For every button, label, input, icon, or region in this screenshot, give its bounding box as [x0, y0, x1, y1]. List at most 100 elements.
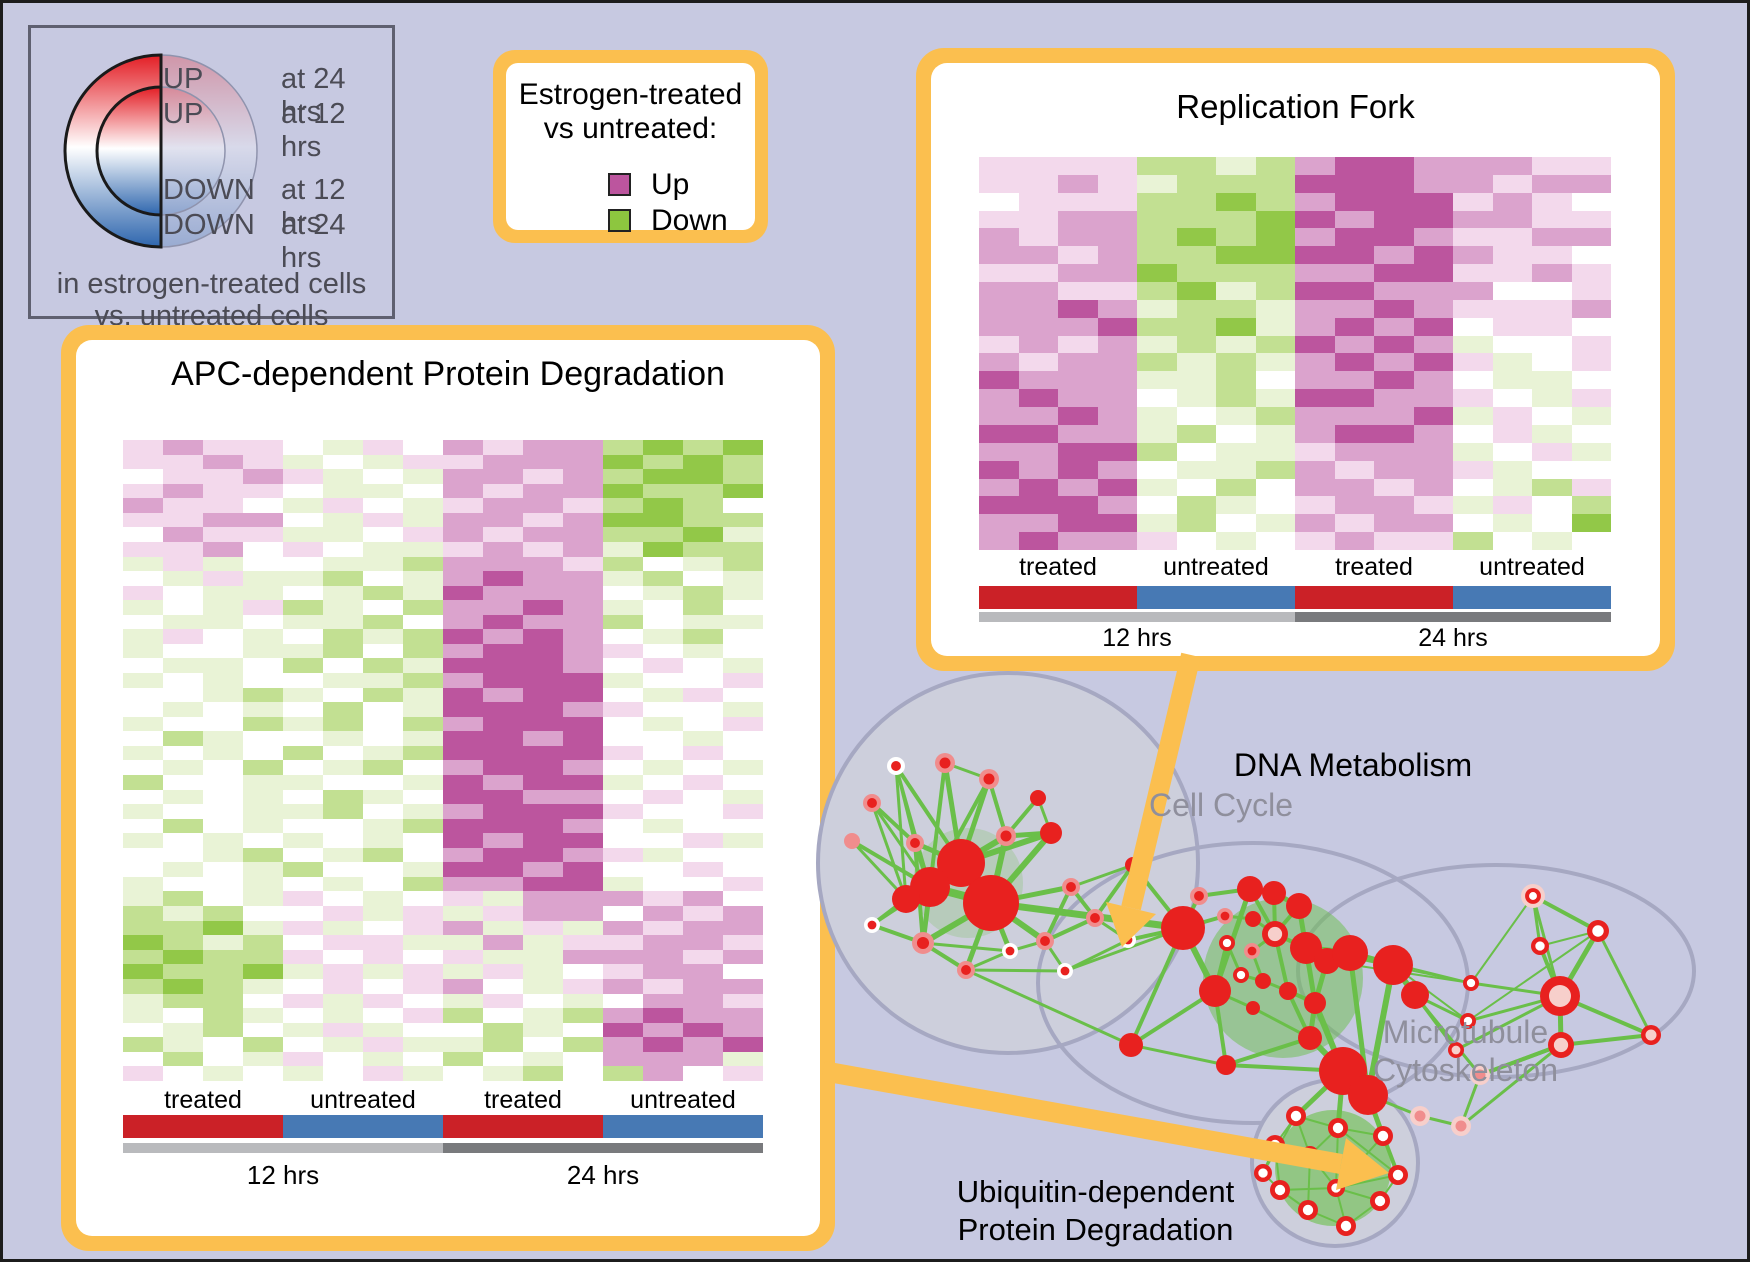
- heatmap-cell: [1255, 335, 1295, 354]
- heatmap-cell: [123, 585, 163, 601]
- heatmap-cell: [1453, 335, 1493, 354]
- network-node: [1314, 948, 1340, 974]
- heatmap-cell: [979, 192, 1019, 211]
- heatmap-cell: [563, 1022, 603, 1038]
- heatmap-cell: [403, 614, 443, 630]
- heatmap-cell: [979, 496, 1019, 515]
- network-node: [1245, 911, 1261, 927]
- network-edge: [1470, 981, 1561, 998]
- heatmap-cell: [1492, 174, 1532, 193]
- heatmap-cell: [283, 760, 323, 775]
- network-node: [996, 826, 1016, 846]
- heatmap-cell: [283, 876, 323, 892]
- heatmap-cell: [643, 993, 683, 1009]
- heatmap-cell: [243, 774, 283, 790]
- heatmap-cell: [483, 789, 523, 805]
- heatmap-cell: [1334, 264, 1374, 283]
- heatmap-cell: [1137, 496, 1177, 515]
- heatmap-cell: [523, 483, 563, 499]
- heatmap-cell: [243, 629, 283, 644]
- heatmap-cell: [363, 1037, 403, 1052]
- network-edge: [1304, 945, 1329, 964]
- heatmap-cell: [1413, 264, 1453, 283]
- heatmap-cell: [163, 1051, 203, 1067]
- heatmap-cell: [683, 702, 723, 717]
- heatmap-cell: [163, 745, 203, 761]
- heatmap-cell: [443, 760, 483, 775]
- heatmap-cell: [1532, 210, 1572, 229]
- heatmap-cell: [283, 687, 323, 703]
- heatmap-cell: [243, 978, 283, 994]
- heatmap-cell: [483, 498, 523, 513]
- heatmap-cell: [1413, 478, 1453, 497]
- network-node: [1410, 1106, 1430, 1126]
- heatmap-cell: [203, 978, 243, 994]
- heatmap-cell: [443, 1022, 483, 1038]
- network-edge: [1272, 892, 1277, 935]
- heatmap-cell: [363, 862, 403, 877]
- heatmap-cell: [243, 1022, 283, 1038]
- network-node: [1255, 973, 1271, 989]
- heatmap-cell: [643, 847, 683, 863]
- gradient-legend-box: UP at 24 hrs UP at 12 hrs DOWN at 12 hrs…: [28, 25, 395, 332]
- heatmap-cell: [243, 702, 283, 717]
- network-edge: [1225, 942, 1243, 976]
- heatmap-cell: [979, 335, 1019, 354]
- heatmap-cell: [1097, 335, 1137, 354]
- network-node: [1237, 876, 1263, 902]
- network-edge: [1251, 932, 1276, 953]
- heatmap-cell: [1018, 353, 1058, 372]
- network-edge: [870, 801, 917, 845]
- network-node: [1219, 935, 1235, 951]
- heatmap-cell: [1097, 389, 1137, 408]
- heatmap-cell: [243, 541, 283, 557]
- heatmap-cell: [683, 891, 723, 907]
- network-node: [1057, 963, 1073, 979]
- heatmap-cell: [643, 891, 683, 907]
- network-edge: [1093, 863, 1135, 920]
- heatmap-cell: [483, 658, 523, 673]
- heatmap-cell: [1334, 282, 1374, 300]
- network-edge: [927, 859, 964, 891]
- network-node: [891, 761, 901, 771]
- heatmap-cell: [603, 789, 643, 805]
- heatmap-cell: [683, 643, 723, 659]
- heatmap-cell: [683, 949, 723, 965]
- heatmap-cell: [603, 585, 643, 601]
- heatmap-cell: [523, 964, 563, 979]
- heatmap-cell: [483, 556, 523, 572]
- network-edge: [1307, 1002, 1318, 1039]
- heatmap-cell: [643, 978, 683, 994]
- heatmap-cell: [483, 440, 523, 455]
- heatmap-cell: [323, 804, 363, 819]
- heatmap-cell: [363, 716, 403, 732]
- heatmap-cell: [603, 571, 643, 586]
- heatmap-cell: [1176, 228, 1216, 247]
- heatmap-cell: [1176, 371, 1216, 390]
- heatmap-cell: [123, 789, 163, 805]
- heatmap-cell: [163, 774, 203, 790]
- network-edge: [1296, 905, 1309, 949]
- heatmap-cell: [563, 891, 603, 907]
- network-node: [1270, 1180, 1290, 1200]
- heatmap-cell: [723, 1022, 763, 1038]
- network-edge: [1225, 1063, 1344, 1073]
- heatmap-cell: [1453, 157, 1493, 175]
- heatmap-cell: [979, 478, 1019, 497]
- network-edge: [1274, 932, 1307, 950]
- heatmap-cell: [523, 731, 563, 746]
- heatmap-cell: [163, 483, 203, 499]
- heatmap-cell: [1058, 424, 1098, 443]
- heatmap-cell: [1413, 228, 1453, 247]
- heatmap-cell: [683, 687, 723, 703]
- heatmap-cell: [683, 818, 723, 834]
- network-edge: [1131, 863, 1185, 930]
- heatmap-cell: [323, 643, 363, 659]
- heatmap-cell: [283, 454, 323, 470]
- heatmap-cell: [443, 658, 483, 673]
- heatmap-cell: [1176, 514, 1216, 533]
- heatmap-cell: [1216, 442, 1256, 461]
- heatmap-cell: [363, 556, 403, 572]
- heatmap-cell: [523, 978, 563, 994]
- heatmap-cell: [1255, 157, 1295, 175]
